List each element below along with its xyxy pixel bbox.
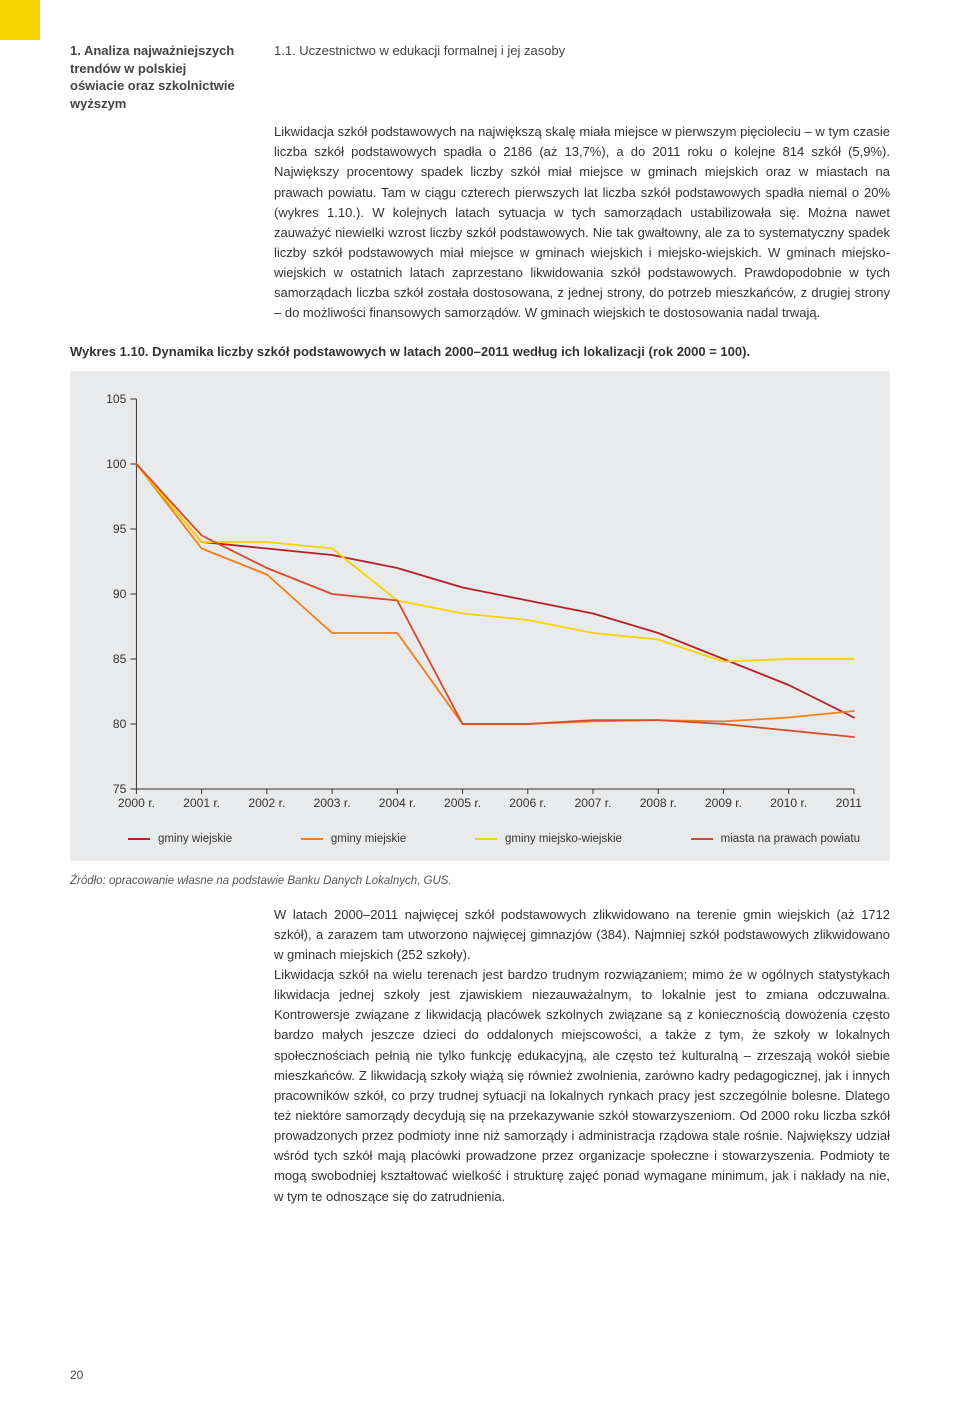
paragraph-1: Likwidacja szkół podstawowych na najwięk… — [274, 122, 890, 323]
svg-text:2000 r.: 2000 r. — [118, 796, 155, 810]
trend-title-line: trendów w polskiej — [70, 61, 186, 76]
trend-title-line: wyższym — [70, 96, 126, 111]
svg-text:90: 90 — [113, 587, 127, 601]
svg-text:2001 r.: 2001 r. — [183, 796, 220, 810]
legend-item: gminy miejsko-wiejskie — [475, 833, 622, 845]
chart-area: 75 80 85 90 95 100 105 2000 r. 2001 r. 2002 r. 200… — [96, 389, 864, 819]
trend-title-line: oświacie oraz szkolnictwie — [70, 78, 235, 93]
legend-swatch — [475, 838, 497, 840]
legend-swatch — [691, 838, 713, 840]
svg-text:2007 r.: 2007 r. — [574, 796, 611, 810]
paragraph-2: W latach 2000–2011 najwięcej szkół podst… — [274, 905, 890, 1207]
chart-legend: gminy wiejskie gminy miejskie gminy miejsk… — [96, 819, 864, 847]
legend-label: gminy miejsko-wiejskie — [505, 833, 622, 845]
legend-swatch — [301, 838, 323, 840]
section-header: 1. Analiza najważniejszych trendów w pol… — [70, 42, 890, 112]
trend-title: 1. Analiza najważniejszych trendów w pol… — [70, 42, 258, 112]
svg-text:2005 r.: 2005 r. — [444, 796, 481, 810]
svg-text:2002 r.: 2002 r. — [248, 796, 285, 810]
svg-text:2008 r.: 2008 r. — [640, 796, 677, 810]
legend-label: miasta na prawach powiatu — [721, 833, 860, 845]
svg-text:85: 85 — [113, 652, 127, 666]
legend-swatch — [128, 838, 150, 840]
legend-item: miasta na prawach powiatu — [691, 833, 860, 845]
svg-text:80: 80 — [113, 717, 127, 731]
svg-text:100: 100 — [106, 457, 127, 471]
svg-text:2003 r.: 2003 r. — [314, 796, 351, 810]
svg-text:75: 75 — [113, 782, 127, 796]
chart-title: Wykres 1.10. Dynamika liczby szkół podst… — [70, 344, 890, 359]
page-accent — [0, 0, 40, 40]
svg-text:2009 r.: 2009 r. — [705, 796, 742, 810]
svg-text:95: 95 — [113, 522, 127, 536]
svg-text:105: 105 — [106, 392, 127, 406]
chart-panel: 75 80 85 90 95 100 105 2000 r. 2001 r. 2002 r. 200… — [70, 371, 890, 861]
legend-label: gminy miejskie — [331, 833, 406, 845]
trend-title-line: 1. Analiza najważniejszych — [70, 43, 234, 58]
page-number: 20 — [70, 1368, 83, 1382]
svg-text:2010 r.: 2010 r. — [770, 796, 807, 810]
svg-text:2004 r.: 2004 r. — [379, 796, 416, 810]
legend-item: gminy miejskie — [301, 833, 406, 845]
section-code: 1.1. Uczestnictwo w edukacji formalnej i… — [274, 42, 890, 60]
legend-label: gminy wiejskie — [158, 833, 232, 845]
legend-item: gminy wiejskie — [128, 833, 232, 845]
svg-text:2006 r.: 2006 r. — [509, 796, 546, 810]
svg-text:2011 r.: 2011 r. — [836, 796, 864, 810]
chart-source: Źródło: opracowanie własne na podstawie … — [70, 875, 890, 887]
